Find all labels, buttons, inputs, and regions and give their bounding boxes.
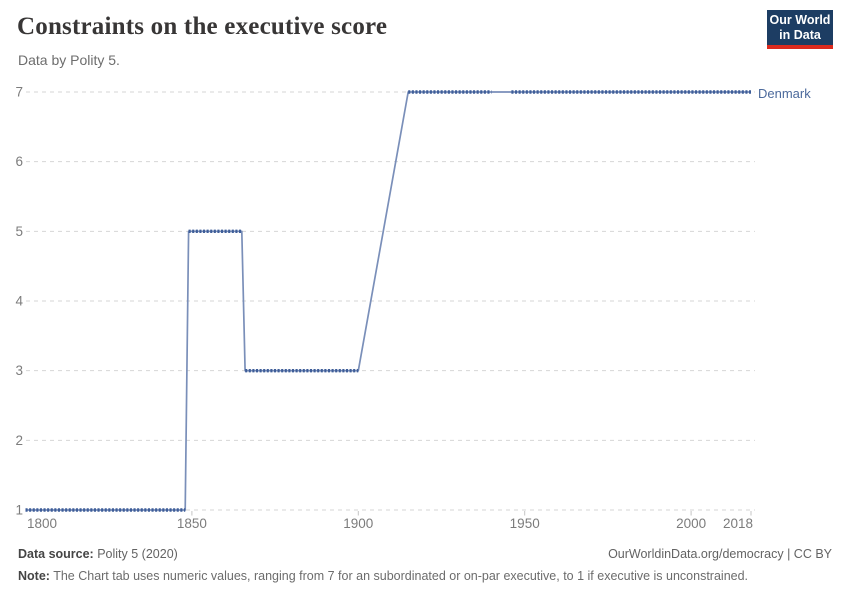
x-axis-label-1950: 1950 — [510, 516, 540, 531]
x-axis-label-1800: 1800 — [27, 516, 57, 531]
y-axis-label-2: 2 — [15, 433, 23, 448]
owid-logo-line1: Our World — [769, 12, 831, 27]
x-axis-label-2018: 2018 — [723, 516, 753, 531]
page-title: Constraints on the executive score — [17, 13, 388, 40]
data-source-label: Data source: — [18, 547, 94, 561]
data-source-value: Polity 5 (2020) — [97, 547, 178, 561]
note-label: Note: — [18, 569, 50, 583]
y-axis-label-4: 4 — [15, 294, 23, 309]
owid-logo[interactable]: Our World in Data — [767, 10, 833, 49]
owid-credit-link[interactable]: OurWorldinData.org/democracy | CC BY — [608, 547, 832, 561]
y-axis-label-6: 6 — [15, 154, 23, 169]
page-subtitle: Data by Polity 5. — [18, 52, 120, 68]
y-axis-label-5: 5 — [15, 224, 23, 239]
y-axis-label-7: 7 — [15, 85, 23, 100]
x-axis-label-2000: 2000 — [676, 516, 706, 531]
owid-logo-line2: in Data — [779, 27, 821, 42]
chart-note: Note: The Chart tab uses numeric values,… — [18, 569, 832, 583]
data-source-text: Data source: Polity 5 (2020) — [18, 547, 178, 561]
series-label-denmark[interactable]: Denmark — [758, 86, 811, 101]
chart-footer: Data source: Polity 5 (2020) OurWorldinD… — [18, 547, 832, 561]
note-text: The Chart tab uses numeric values, rangi… — [53, 569, 749, 583]
x-axis-label-1900: 1900 — [343, 516, 373, 531]
y-axis-label-1: 1 — [15, 503, 23, 518]
chart-line-denmark[interactable] — [25, 91, 752, 511]
x-axis-label-1850: 1850 — [177, 516, 207, 531]
y-axis-label-3: 3 — [15, 363, 23, 378]
